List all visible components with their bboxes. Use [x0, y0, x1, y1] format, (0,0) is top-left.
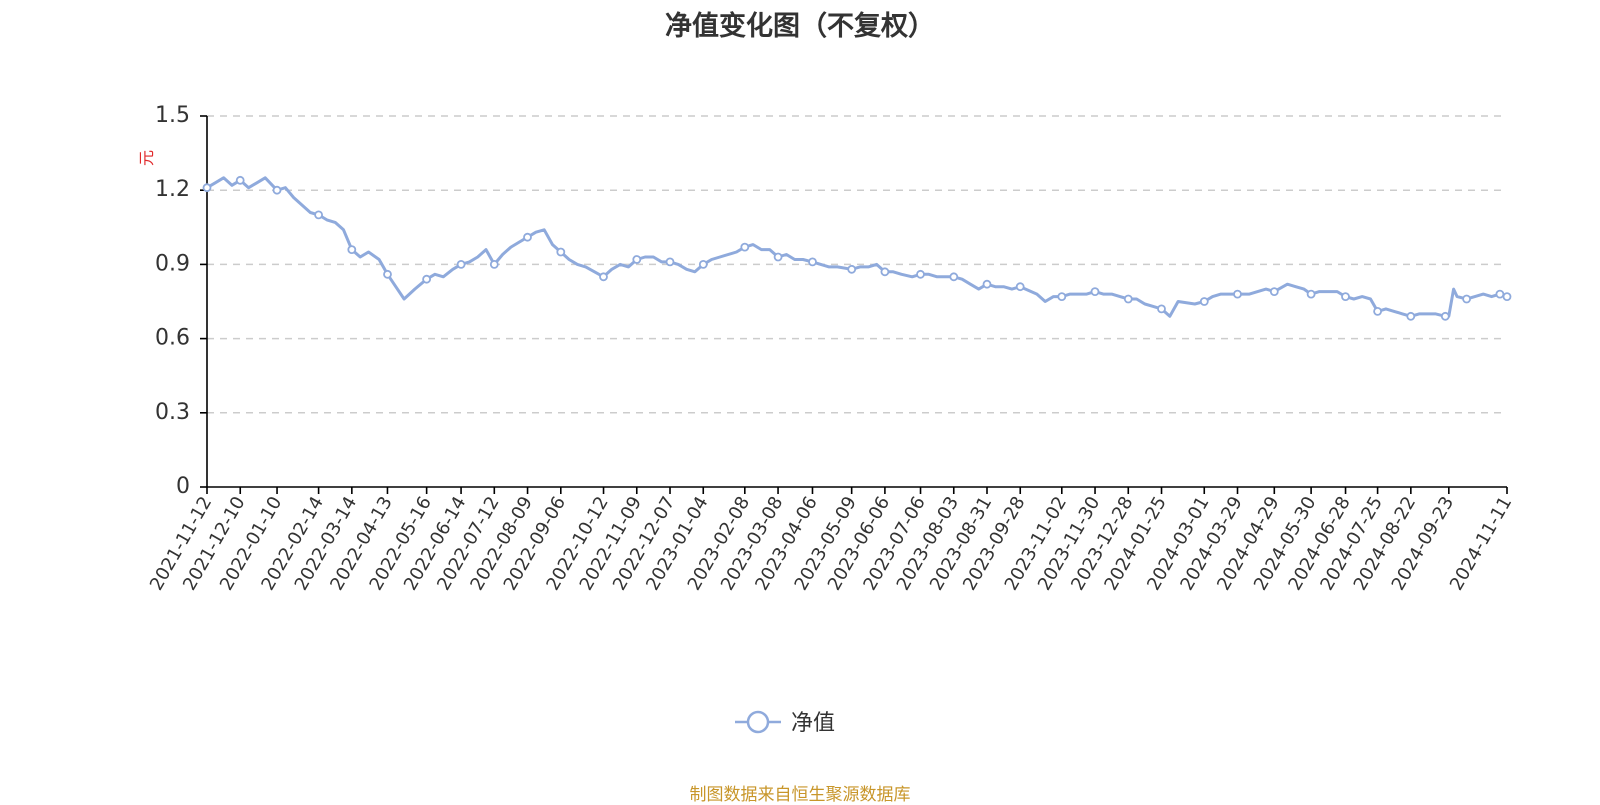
data-point[interactable] [1440, 311, 1450, 321]
data-point[interactable] [1406, 311, 1416, 321]
data-point[interactable] [272, 185, 282, 195]
data-point[interactable] [314, 210, 324, 220]
x-tick-labels: 2021-11-122021-12-102022-01-102022-02-14… [146, 487, 1516, 594]
legend-marker-icon [746, 710, 770, 734]
data-point[interactable] [665, 257, 675, 267]
data-point[interactable] [1495, 289, 1505, 299]
chart-title: 净值变化图（不复权） [665, 11, 935, 42]
data-point[interactable] [1373, 306, 1382, 316]
data-point[interactable] [1269, 287, 1279, 297]
data-point[interactable] [1233, 289, 1242, 299]
y-tick-label: 0.6 [155, 326, 190, 351]
data-point[interactable] [235, 175, 245, 185]
data-point[interactable] [698, 259, 708, 269]
x-tick-label: 2024-11-11 [1446, 493, 1516, 594]
axes [206, 116, 1507, 488]
data-point[interactable] [599, 272, 608, 282]
data-point[interactable] [489, 259, 499, 269]
y-tick-labels: 0 0.3 0.6 0.9 1.2 1.5 [155, 103, 207, 499]
data-point[interactable] [982, 279, 992, 289]
data-point[interactable] [556, 247, 566, 257]
data-point[interactable] [949, 272, 959, 282]
data-point[interactable] [880, 267, 890, 277]
y-tick-label: 1.5 [155, 103, 190, 128]
data-point[interactable] [347, 245, 357, 255]
data-point[interactable] [916, 269, 925, 279]
data-point[interactable] [1157, 304, 1166, 314]
data-point[interactable] [808, 257, 817, 267]
y-tick-label: 0.3 [155, 400, 190, 425]
grid-lines [207, 115, 1507, 414]
data-point[interactable] [383, 269, 392, 279]
data-point[interactable] [202, 183, 212, 193]
data-point[interactable] [1462, 294, 1471, 304]
data-point[interactable] [1015, 282, 1025, 292]
y-tick-label: 0.9 [155, 251, 190, 276]
data-point[interactable] [1057, 292, 1067, 302]
data-point[interactable] [740, 242, 750, 252]
data-point[interactable] [456, 259, 466, 269]
data-point[interactable] [523, 232, 532, 242]
data-point[interactable] [1199, 297, 1209, 306]
y-axis-unit-label: 元 [137, 150, 156, 166]
data-point[interactable] [1123, 294, 1133, 304]
data-source-note: 制图数据来自恒生聚源数据库 [689, 785, 911, 805]
data-point[interactable] [632, 255, 642, 264]
data-point[interactable] [1502, 292, 1512, 302]
data-point[interactable] [847, 264, 857, 274]
data-point[interactable] [1341, 292, 1350, 302]
data-point[interactable] [1306, 289, 1316, 299]
series-net-value [202, 175, 1512, 321]
legend-label: 净值 [791, 711, 835, 736]
data-point[interactable] [422, 274, 432, 284]
data-point[interactable] [773, 252, 783, 262]
y-tick-label: 1.2 [155, 177, 190, 202]
legend[interactable]: 净值 [735, 710, 835, 736]
data-point[interactable] [1090, 287, 1100, 297]
y-tick-label: 0 [176, 474, 190, 499]
